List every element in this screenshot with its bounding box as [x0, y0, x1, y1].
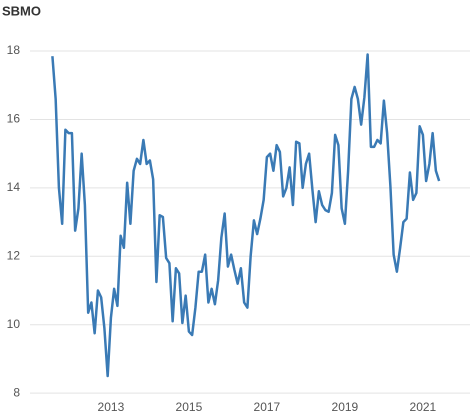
- x-tick-label: 2021: [410, 400, 437, 414]
- x-tick-label: 2013: [98, 400, 125, 414]
- y-tick-label: 10: [7, 317, 21, 331]
- x-tick-label: 2017: [254, 400, 281, 414]
- y-tick-label: 8: [13, 385, 20, 399]
- y-tick-label: 18: [7, 43, 21, 57]
- x-tick-label: 2015: [176, 400, 203, 414]
- y-tick-label: 16: [7, 112, 21, 126]
- data-line: [51, 53, 441, 378]
- x-tick-label: 2019: [332, 400, 359, 414]
- y-tick-label: 14: [7, 180, 21, 194]
- chart-title: SBMO: [2, 3, 41, 18]
- y-tick-label: 12: [7, 248, 21, 262]
